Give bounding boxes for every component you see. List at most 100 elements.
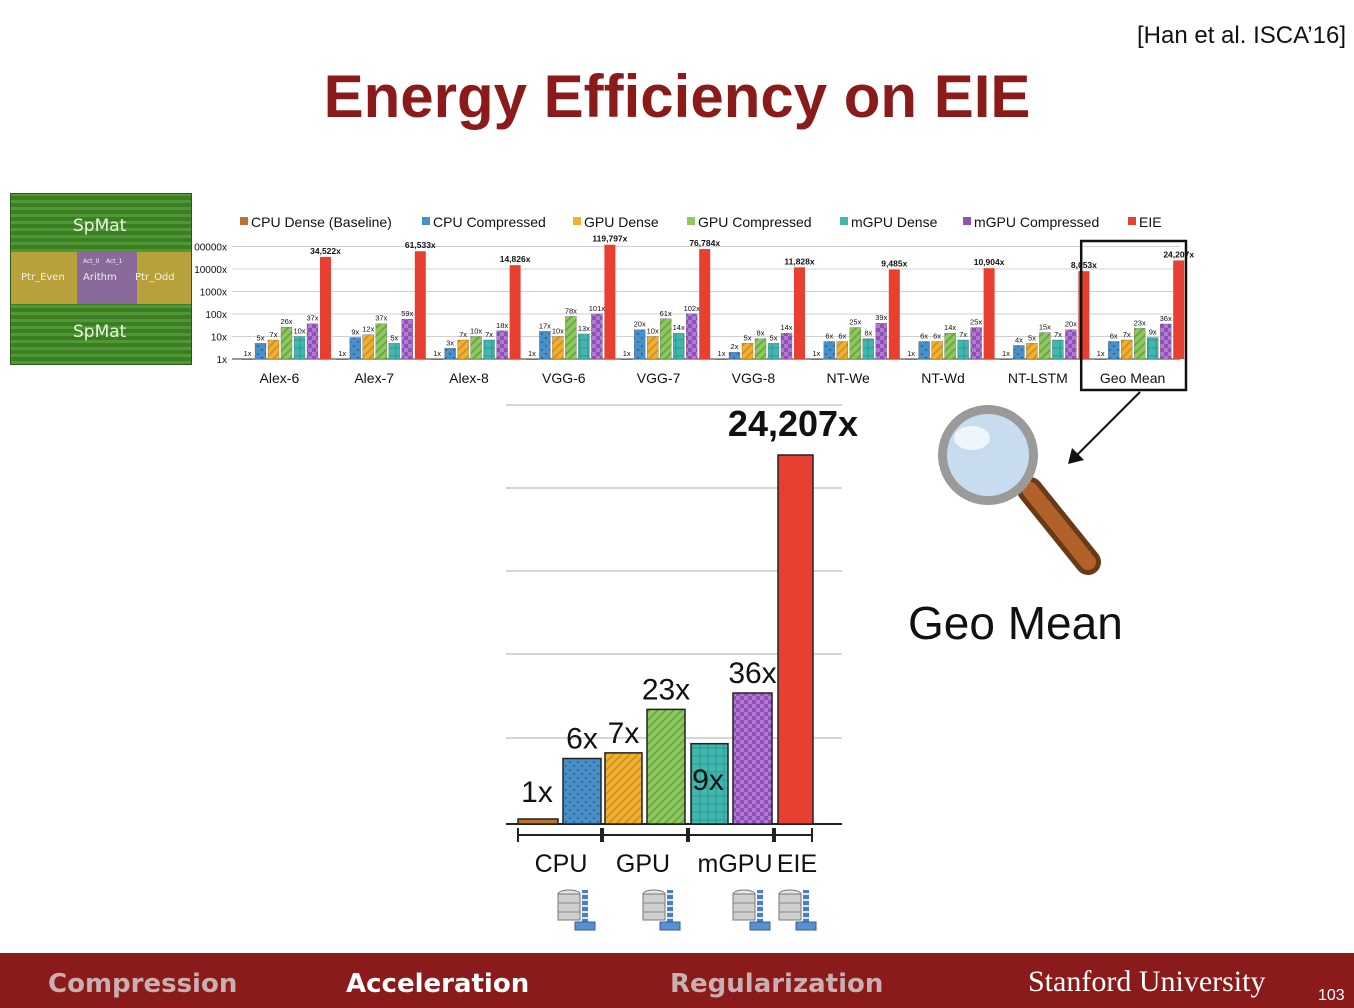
bar-vgg-8-cpu-dense-baseline (715, 358, 728, 360)
x-tick-label-vgg-7: VGG-7 (637, 370, 681, 386)
legend-swatch-cpu-dense-baseline (240, 217, 248, 225)
bar-alex-7-mgpu-dense (388, 343, 400, 360)
bar-vgg-6-cpu-dense-baseline (526, 358, 538, 360)
bar-vgg-8-gpu-dense (741, 343, 754, 360)
data-label-alex-7-eie: 61,533x (405, 240, 436, 250)
bar-nt-lstm-eie (1078, 271, 1090, 359)
eie-chip-layout-image: SpMat Ptr_Even Arithm Ptr_Odd SpMat Act_… (10, 193, 192, 365)
data-label-nt-lstm-cpu-compressed: 4x (1015, 335, 1023, 344)
chip-label-ptr-even: Ptr_Even (21, 272, 65, 283)
bar-vgg-7-cpu-compressed (634, 329, 646, 360)
y-tick-label: 10000x (194, 265, 227, 276)
data-label-nt-lstm-cpu-dense-baseline: 1x (1002, 349, 1010, 358)
bar-geo-mean-gpu-compressed (1134, 328, 1146, 360)
data-label-nt-lstm-gpu-compressed: 15x (1039, 323, 1051, 332)
bar-nt-lstm-cpu-dense-baseline (1000, 358, 1012, 360)
data-label-vgg-8-gpu-compressed: 8x (757, 329, 765, 338)
footer-regularization-link[interactable]: Regularization (670, 969, 884, 999)
bar-alex-6-eie (320, 256, 331, 359)
footer-compression-link[interactable]: Compression (48, 969, 238, 999)
bar-alex-8-mgpu-compressed (496, 330, 508, 360)
data-label-nt-wd-eie: 10,904x (974, 257, 1005, 267)
pointer-arrow (1075, 391, 1141, 457)
data-label-nt-lstm-mgpu-dense: 7x (1054, 330, 1062, 339)
data-label-vgg-7-mgpu-compressed: 102x (684, 304, 701, 313)
bar-alex-6-cpu-compressed (254, 343, 267, 360)
legend-swatch-mgpu-dense (840, 217, 848, 225)
data-label-alex-8-cpu-compressed: 3x (446, 338, 454, 347)
bar-vgg-8-eie (794, 267, 805, 359)
data-label-cpu-dense: 1x (521, 776, 553, 809)
data-label-alex-8-cpu-dense-baseline: 1x (433, 349, 441, 358)
bar-vgg-8-mgpu-dense (767, 343, 780, 360)
bar-vgg-6-gpu-compressed (565, 316, 577, 360)
bar-nt-wd-mgpu-dense (957, 339, 969, 360)
bar-vgg-7-cpu-dense-baseline (621, 358, 633, 360)
compressed-database-icon (778, 889, 817, 931)
bar-nt-we-mgpu-compressed (875, 323, 887, 360)
footer-bar: Compression Acceleration Regularization … (0, 953, 1354, 1008)
x-tick-label-nt-we: NT-We (827, 370, 871, 386)
legend-swatch-cpu-compressed (422, 217, 430, 225)
legend-label-gpu-dense: GPU Dense (584, 214, 659, 230)
bar-gpu-dense (604, 752, 643, 825)
data-label-alex-6-gpu-compressed: 26x (280, 317, 292, 326)
bar-alex-6-mgpu-dense (293, 336, 306, 360)
y-tick-label: 00000x (194, 243, 227, 254)
data-label-alex-6-gpu-dense: 7x (270, 330, 278, 339)
bar-geo-mean-mgpu-dense (1147, 337, 1159, 360)
bar-alex-6-cpu-dense-baseline (241, 358, 254, 360)
data-label-nt-we-gpu-compressed: 25x (849, 318, 861, 327)
benchmark-energy-chart: CPU Dense (Baseline) CPU Compressed GPU De… (194, 214, 1194, 392)
data-label-mgpu-compressed: 36x (728, 657, 776, 690)
footer-acceleration-link[interactable]: Acceleration (346, 969, 530, 999)
bar-nt-we-mgpu-dense (862, 338, 874, 360)
bar-vgg-7-mgpu-dense (673, 333, 685, 360)
data-label-nt-we-gpu-dense: 6x (838, 331, 846, 340)
bar-alex-8-cpu-dense-baseline (431, 358, 443, 360)
x-tick-label-nt-lstm: NT-LSTM (1008, 370, 1068, 386)
bar-alex-8-eie (509, 265, 521, 359)
data-label-nt-wd-cpu-dense-baseline: 1x (907, 349, 915, 358)
data-label-alex-7-mgpu-compressed: 59x (401, 309, 413, 318)
bar-geo-mean-gpu-dense (1121, 339, 1133, 360)
chip-label-spmat-top: SpMat (73, 216, 127, 236)
data-label-vgg-7-cpu-dense-baseline: 1x (623, 349, 631, 358)
data-label-eie: 24,207x (728, 403, 858, 444)
chip-label-act0: Act_0 (83, 258, 100, 265)
legend-swatch-gpu-compressed (687, 217, 695, 225)
x-tick-label-geo-mean: Geo Mean (1100, 370, 1165, 386)
bar-vgg-8-cpu-compressed (728, 352, 741, 360)
magnifier-icon (938, 405, 1101, 575)
page-number: 103 (1318, 987, 1345, 1004)
chip-label-act1: Act_1 (106, 258, 123, 265)
bar-vgg-6-mgpu-dense (578, 333, 590, 360)
group-label-gpu: GPU (616, 850, 670, 878)
bar-mgpu-compressed (732, 692, 773, 825)
bar-nt-we-gpu-compressed (849, 327, 861, 360)
data-label-vgg-7-eie: 76,784x (689, 238, 720, 248)
bar-alex-7-cpu-dense-baseline (336, 358, 348, 360)
group-label-eie: EIE (777, 850, 817, 878)
data-label-alex-7-gpu-compressed: 37x (375, 314, 387, 323)
legend-label-eie: EIE (1139, 214, 1162, 230)
data-label-nt-lstm-eie: 8,053x (1071, 260, 1097, 270)
slide-title: Energy Efficiency on EIE (323, 63, 1031, 130)
bar-nt-lstm-gpu-compressed (1039, 332, 1051, 360)
data-label-nt-we-eie: 9,485x (881, 259, 907, 269)
bar-geo-mean-cpu-compressed (1108, 341, 1120, 360)
data-label-geo-mean-cpu-compressed: 6x (1110, 331, 1118, 340)
bar-alex-6-mgpu-compressed (306, 323, 319, 360)
data-label-alex-8-gpu-compressed: 10x (470, 327, 482, 336)
geo-mean-label: Geo Mean (908, 597, 1123, 649)
data-label-nt-we-mgpu-compressed: 39x (875, 313, 887, 322)
bar-nt-wd-mgpu-compressed (970, 327, 982, 360)
bar-nt-lstm-mgpu-dense (1052, 339, 1064, 360)
data-label-vgg-6-mgpu-dense: 13x (578, 324, 590, 333)
chip-label-arithm: Arithm (83, 272, 117, 283)
data-label-vgg-6-mgpu-compressed: 101x (589, 304, 606, 313)
bar-geo-mean-eie (1173, 260, 1185, 359)
data-label-alex-8-mgpu-dense: 7x (485, 330, 493, 339)
data-label-nt-wd-gpu-dense: 6x (933, 331, 941, 340)
data-label-vgg-8-eie: 11,828x (784, 256, 815, 266)
